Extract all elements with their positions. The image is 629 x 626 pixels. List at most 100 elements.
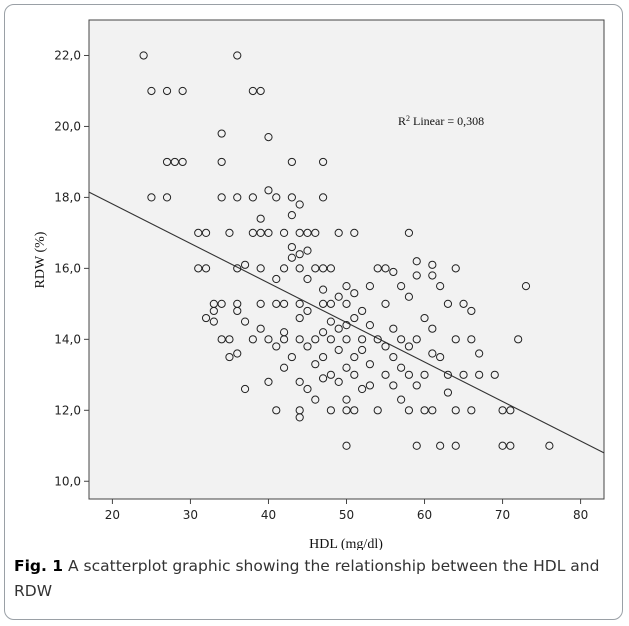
data-point: [451, 264, 460, 273]
data-point: [233, 306, 242, 316]
y-axis-title: RDW (%): [33, 231, 48, 288]
data-point: [381, 264, 390, 273]
data-point: [311, 395, 320, 404]
data-point: [256, 214, 265, 223]
data-point: [451, 406, 460, 415]
data-point: [233, 51, 242, 60]
data-point: [358, 335, 367, 344]
data-point: [420, 313, 429, 323]
data-point: [162, 157, 172, 167]
data-point: [318, 352, 328, 362]
data-point: [217, 157, 226, 167]
data-point: [194, 228, 203, 237]
data-point: [420, 406, 429, 415]
data-point: [201, 228, 211, 237]
data-point: [342, 395, 351, 404]
data-point: [326, 370, 335, 379]
data-point: [240, 260, 250, 269]
data-point: [256, 324, 265, 333]
y-axis-ticks: 10,0 12,0 14,0 16,0 18,0 20,0 22,0: [54, 48, 89, 488]
data-point: [342, 441, 351, 450]
data-point: [397, 363, 406, 372]
data-point: [295, 250, 304, 259]
x-tick-label: 30: [183, 508, 198, 522]
data-point: [342, 299, 351, 308]
data-point: [311, 264, 320, 273]
data-point: [475, 349, 484, 358]
y-tick-label: 12,0: [54, 403, 81, 417]
data-point: [139, 51, 148, 60]
data-point: [295, 313, 304, 323]
data-point: [490, 370, 499, 379]
y-tick-label: 14,0: [54, 332, 81, 346]
data-point: [295, 299, 304, 308]
data-point: [248, 228, 257, 237]
data-point: [334, 377, 343, 387]
data-point: [459, 299, 468, 308]
data-point: [436, 441, 445, 450]
data-point: [162, 193, 172, 202]
data-point: [217, 299, 226, 308]
data-point: [311, 228, 320, 237]
data-point: [326, 317, 335, 326]
data-point: [233, 349, 242, 358]
data-point: [225, 228, 234, 237]
data-point: [272, 299, 281, 308]
data-point: [498, 406, 507, 415]
data-point: [217, 193, 226, 202]
plot-area: [88, 19, 605, 500]
data-point: [318, 328, 328, 337]
data-point: [326, 335, 335, 344]
data-point: [194, 264, 203, 273]
data-point: [233, 264, 242, 273]
data-point: [295, 335, 304, 344]
data-point: [412, 257, 421, 266]
data-point: [412, 381, 421, 390]
data-point: [498, 441, 507, 450]
data-point: [358, 306, 367, 316]
data-point: [334, 345, 343, 355]
data-point: [467, 306, 476, 316]
data-point: [272, 193, 281, 202]
data-point: [256, 299, 265, 308]
y-tick-label: 22,0: [54, 48, 81, 62]
data-point: [342, 335, 351, 344]
data-point: [287, 253, 296, 262]
data-point: [365, 282, 375, 291]
data-point: [170, 157, 179, 167]
data-point: [459, 370, 468, 379]
data-point: [303, 228, 312, 237]
data-point: [342, 406, 351, 415]
data-point: [295, 377, 304, 387]
data-point: [397, 395, 406, 404]
data-point: [404, 292, 414, 301]
data-point: [311, 335, 320, 344]
data-point: [467, 406, 476, 415]
data-point: [373, 406, 382, 415]
data-point: [295, 228, 304, 237]
data-point: [350, 313, 359, 323]
data-point: [279, 335, 289, 344]
data-point: [279, 363, 289, 372]
data-point: [178, 157, 187, 167]
data-point: [326, 299, 335, 308]
data-point: [318, 374, 328, 383]
data-point: [318, 264, 328, 273]
fit-line: [88, 191, 605, 454]
data-point: [279, 264, 289, 273]
data-point: [217, 335, 226, 344]
y-tick-label: 18,0: [54, 190, 81, 204]
data-point: [256, 228, 265, 237]
data-point: [264, 228, 273, 237]
data-point: [389, 324, 398, 333]
r-squared-annotation: R2 Linear = 0,308: [398, 114, 484, 129]
data-point: [287, 211, 296, 220]
data-point: [545, 441, 554, 450]
data-point: [295, 200, 304, 209]
data-point: [201, 313, 211, 323]
data-point: [287, 352, 296, 362]
data-point: [209, 306, 218, 316]
data-point: [397, 282, 406, 291]
data-point: [404, 228, 414, 237]
fit-line-layer: [88, 191, 605, 454]
